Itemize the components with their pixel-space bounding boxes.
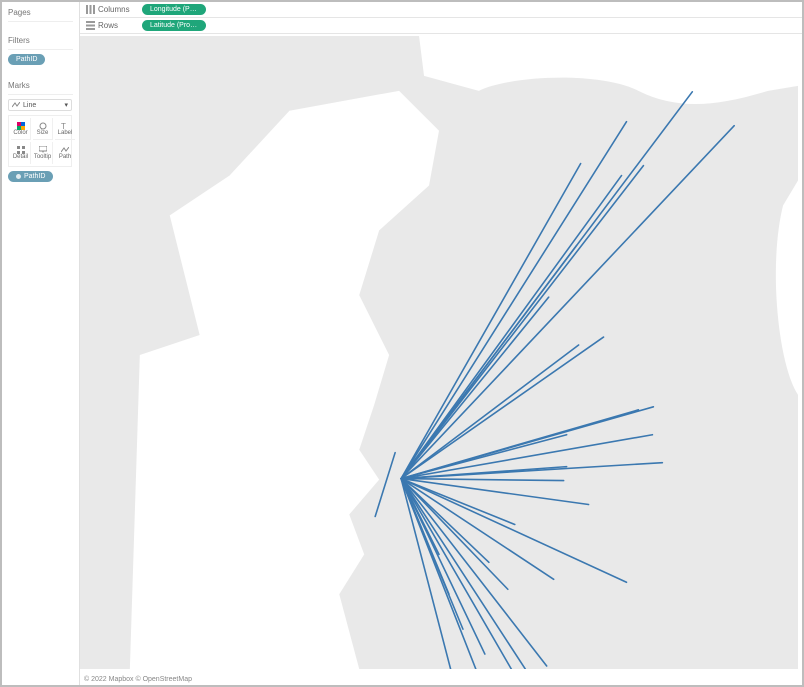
rows-label-text: Rows (98, 21, 118, 30)
marks-label-label: Label (58, 130, 73, 136)
marks-card: Marks Line ▾ Color Size T Label (8, 79, 73, 184)
marks-path-button[interactable]: Path (55, 142, 75, 164)
marks-title: Marks (8, 79, 73, 95)
color-icon (17, 122, 25, 130)
path-icon (61, 146, 69, 154)
rows-icon (86, 21, 95, 30)
marks-size-button[interactable]: Size (33, 118, 53, 140)
rows-pill-latitude[interactable]: Latitude (Pronto station d... (142, 20, 206, 31)
filters-card: Filters PathID (8, 34, 73, 67)
columns-shelf[interactable]: Columns Longitude (Pronto station... (80, 2, 802, 18)
map-viz[interactable] (80, 36, 798, 669)
rows-shelf[interactable]: Rows Latitude (Pronto station d... (80, 18, 802, 34)
rows-shelf-label: Rows (86, 21, 136, 30)
marks-color-button[interactable]: Color (11, 118, 31, 140)
detail-icon (17, 146, 25, 154)
columns-icon (86, 5, 95, 14)
marks-path-label: Path (59, 154, 71, 160)
map-svg (80, 36, 798, 669)
sidebar: Pages Filters PathID Marks Line ▾ Color … (2, 2, 80, 685)
marks-label-button[interactable]: T Label (55, 118, 75, 140)
marks-tooltip-label: Tooltip (34, 154, 51, 160)
filters-title: Filters (8, 34, 73, 50)
marks-color-label: Color (13, 130, 27, 136)
shelf-area: Columns Longitude (Pronto station... Row… (80, 2, 802, 34)
mark-type-label: Line (23, 102, 36, 109)
filter-pill-pathid[interactable]: PathID (8, 54, 45, 65)
chevron-down-icon: ▾ (64, 101, 68, 109)
detail-pill-pathid[interactable]: PathID (8, 171, 53, 182)
tooltip-icon (39, 146, 47, 154)
label-icon: T (61, 122, 69, 130)
marks-detail-button[interactable]: Detail (11, 142, 31, 164)
columns-pill-longitude[interactable]: Longitude (Pronto station... (142, 4, 206, 15)
columns-label-text: Columns (98, 5, 130, 14)
pages-card: Pages (8, 6, 73, 22)
marks-tooltip-button[interactable]: Tooltip (33, 142, 53, 164)
mark-type-select[interactable]: Line ▾ (8, 99, 72, 111)
marks-grid: Color Size T Label Detail Tooltip (8, 115, 72, 167)
svg-text:T: T (61, 122, 66, 130)
marks-size-label: Size (37, 130, 49, 136)
marks-detail-label: Detail (13, 154, 28, 160)
app-frame: Pages Filters PathID Marks Line ▾ Color … (0, 0, 804, 687)
map-attribution: © 2022 Mapbox © OpenStreetMap (80, 676, 192, 683)
size-icon (39, 122, 47, 130)
pages-title: Pages (8, 6, 73, 22)
detail-pill-label: PathID (24, 173, 45, 180)
columns-shelf-label: Columns (86, 5, 136, 14)
